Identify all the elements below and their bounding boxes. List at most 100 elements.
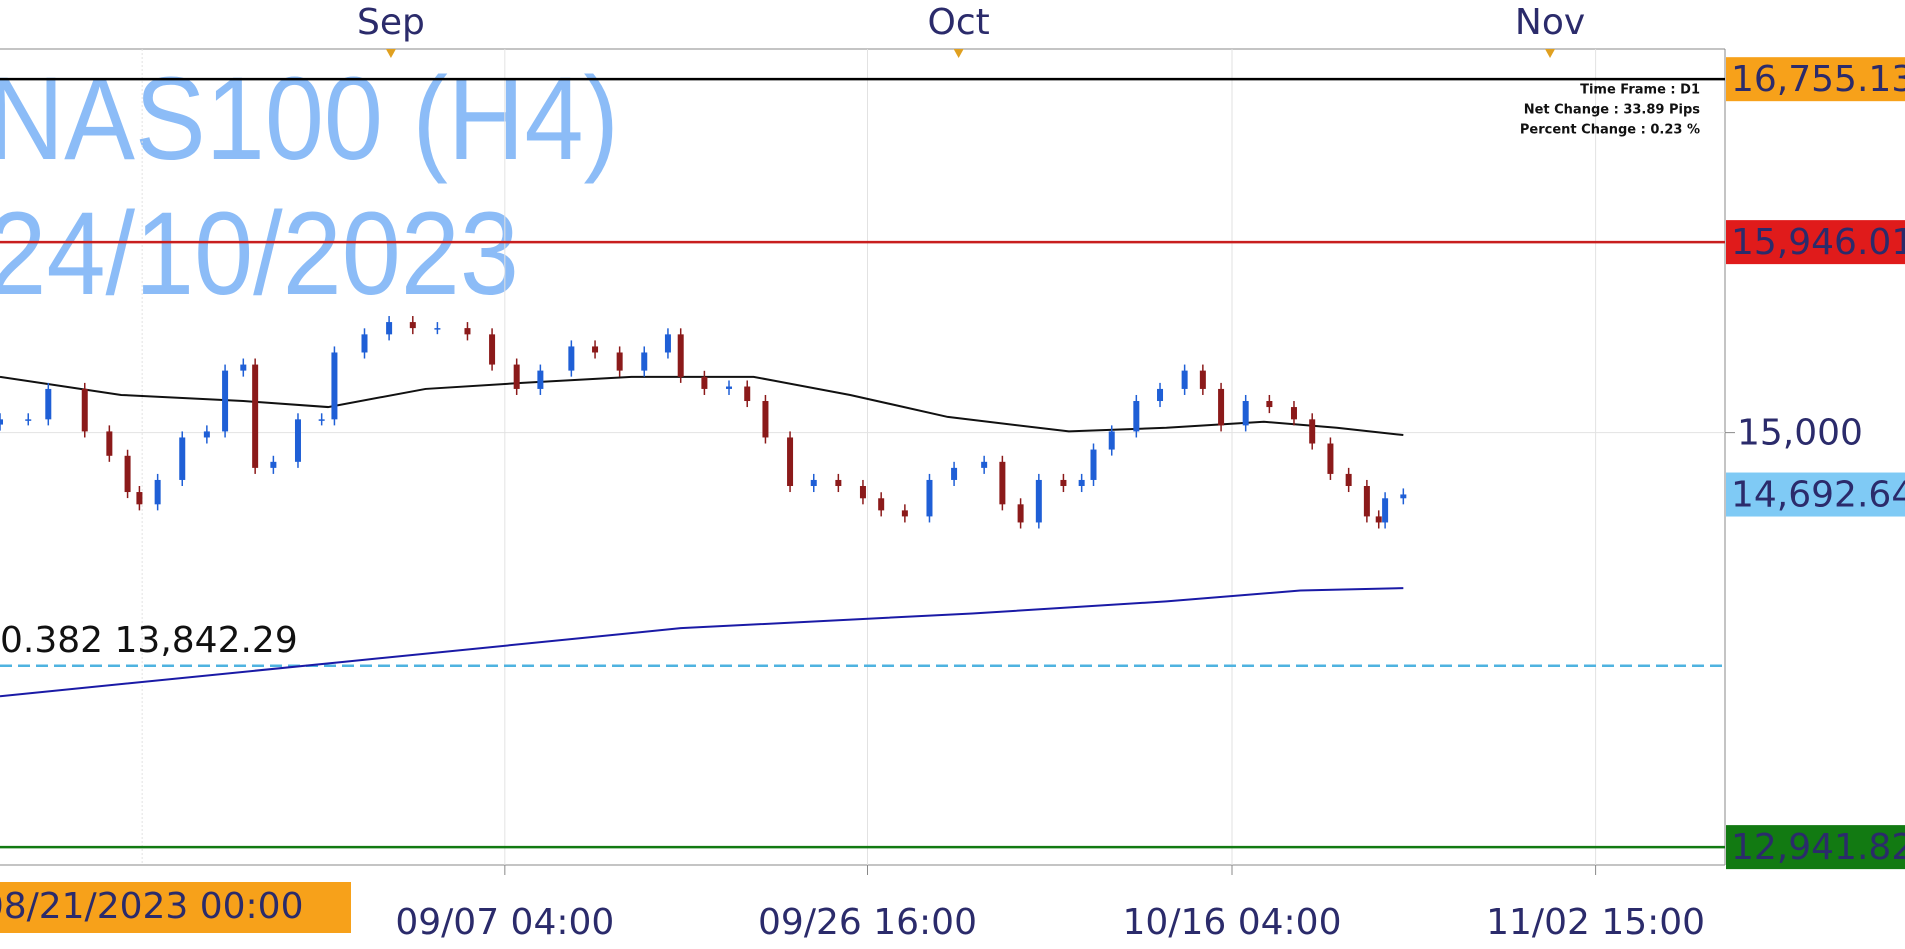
candle-body xyxy=(464,328,471,335)
candle-body xyxy=(434,328,441,330)
price-badge xyxy=(1726,825,1905,870)
candle-body xyxy=(1363,485,1370,517)
info-box: Time Frame : D1 Net Change : 33.89 Pips Pe… xyxy=(1520,83,1700,138)
candle-body xyxy=(744,386,751,402)
candle-body xyxy=(859,485,866,499)
x-tick-label: 09/26 16:00 xyxy=(758,902,977,943)
candle-body xyxy=(270,461,277,468)
candle-body xyxy=(641,352,648,371)
month-label: Oct xyxy=(928,2,990,43)
candle-body xyxy=(1060,479,1067,486)
candle-body xyxy=(136,492,143,505)
candle-body xyxy=(568,346,575,371)
info-line: Time Frame : D1 xyxy=(1580,83,1700,98)
watermark-title: 24/10/2023 xyxy=(0,187,519,319)
candle-body xyxy=(361,334,368,353)
candle-body xyxy=(222,370,229,432)
candle-body xyxy=(835,479,842,486)
month-marker xyxy=(1545,49,1556,58)
candle-body xyxy=(179,437,186,480)
y-tick-label: 15,000 xyxy=(1737,413,1863,454)
candle-body xyxy=(592,346,599,353)
candle-body xyxy=(726,386,733,389)
moving-averages xyxy=(0,375,1404,698)
candle-body xyxy=(1199,370,1206,389)
candle-body xyxy=(294,419,301,462)
candle-body xyxy=(1078,479,1085,486)
candle-body xyxy=(489,334,496,365)
candle-body xyxy=(1035,479,1042,523)
candle-body xyxy=(810,479,817,486)
candle-body xyxy=(1017,504,1024,523)
watermark-title: NAS100 (H4) xyxy=(0,52,619,184)
month-label: Sep xyxy=(357,2,425,43)
candle-body xyxy=(951,467,958,480)
x-tick-label: 11/02 15:00 xyxy=(1486,902,1705,943)
watermark: NAS100 (H4)24/10/2023 xyxy=(0,52,619,319)
candle-body xyxy=(0,419,3,425)
candle-body xyxy=(787,437,794,486)
price-badge xyxy=(1726,472,1905,517)
candle-body xyxy=(203,431,210,438)
candle-body xyxy=(1327,443,1334,474)
candle-body xyxy=(878,498,885,511)
candle-body xyxy=(901,510,908,517)
moving-average xyxy=(0,587,1404,698)
candle-body xyxy=(25,419,32,421)
candle-body xyxy=(1375,516,1382,523)
candle-body xyxy=(664,334,671,353)
price-badge-label: 16,755.13 xyxy=(1731,59,1905,100)
candle-body xyxy=(1133,401,1140,432)
candle-body xyxy=(999,461,1006,505)
x-tick-label: 10/16 04:00 xyxy=(1123,902,1342,943)
candle-body xyxy=(154,479,161,505)
candle-body xyxy=(616,352,623,371)
candle-body xyxy=(331,352,338,420)
candle-body xyxy=(386,322,393,335)
candle-body xyxy=(677,334,684,377)
levels: 0.382 13,842.29 xyxy=(0,77,1725,849)
month-marker xyxy=(385,49,396,58)
candle-body xyxy=(1090,449,1097,480)
candle-body xyxy=(1345,473,1352,486)
candle-body xyxy=(45,388,52,420)
candle-body xyxy=(409,322,416,329)
grid xyxy=(0,49,1725,865)
cursor-label-bg xyxy=(0,882,351,933)
candle-body xyxy=(926,479,933,517)
moving-average xyxy=(0,375,1404,437)
candle-body xyxy=(1181,370,1188,389)
month-label: Nov xyxy=(1515,2,1585,43)
candle-body xyxy=(1400,494,1407,499)
candle-body xyxy=(1382,498,1389,523)
candle-body xyxy=(124,455,131,493)
candle-body xyxy=(1242,401,1249,426)
price-badge xyxy=(1726,57,1905,102)
cursor-label: 08/21/2023 00:00 xyxy=(0,886,303,927)
candle-body xyxy=(1290,407,1297,420)
candle-body xyxy=(537,370,544,389)
candle-body xyxy=(1309,419,1316,444)
price-badge-label: 15,946.01 xyxy=(1731,222,1905,263)
candle-body xyxy=(1157,388,1164,402)
x-tick-label: 09/07 04:00 xyxy=(395,902,614,943)
candles xyxy=(0,316,1407,529)
candle-body xyxy=(318,419,325,421)
info-line: Net Change : 33.89 Pips xyxy=(1524,103,1701,118)
candle-body xyxy=(252,364,259,468)
price-badge-label: 12,941.82 xyxy=(1731,827,1905,868)
candle-body xyxy=(106,431,113,456)
candle-body xyxy=(1108,431,1115,450)
candle-body xyxy=(701,376,708,389)
candle-body xyxy=(1266,401,1273,408)
candle-body xyxy=(981,461,988,468)
price-badge xyxy=(1726,220,1905,265)
info-line: Percent Change : 0.23 % xyxy=(1520,123,1700,138)
candle-body xyxy=(762,401,769,438)
candle-body xyxy=(513,364,520,389)
fib-label: 0.382 13,842.29 xyxy=(0,620,298,661)
candle-body xyxy=(1218,388,1225,426)
